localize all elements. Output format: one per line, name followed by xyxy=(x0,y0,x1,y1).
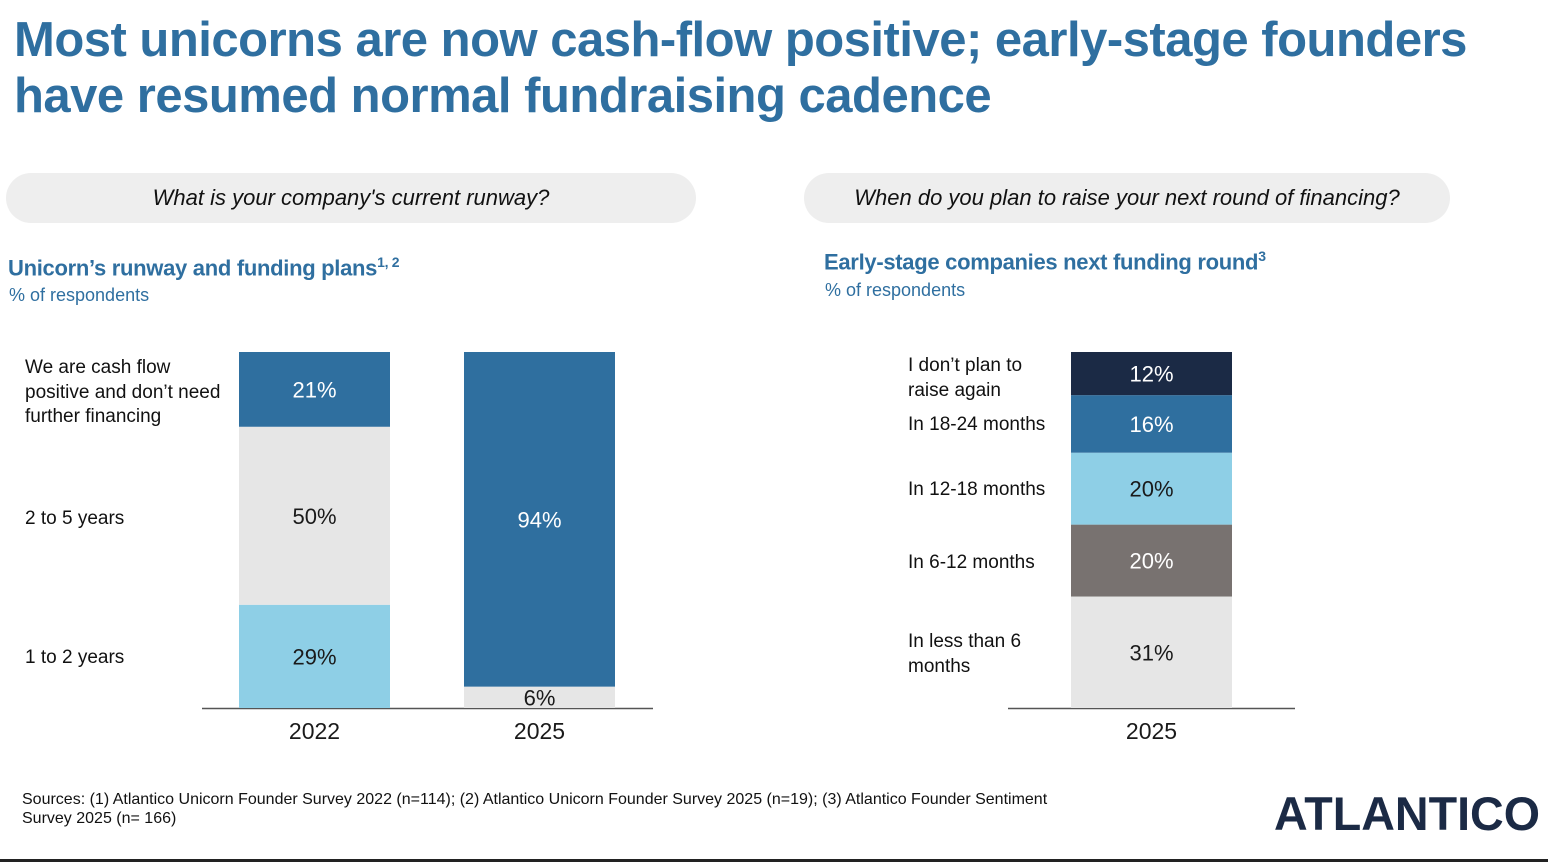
left-label-2022-2-to-5-years: 50% xyxy=(292,504,336,529)
right-bar-2025-in-18-24-months xyxy=(1071,395,1232,453)
sources-note: Sources: (1) Atlantico Unicorn Founder S… xyxy=(22,791,1048,827)
right-bar-2025-in-6-12-months xyxy=(1071,524,1232,597)
left-subtitle-text: Unicorn’s runway and funding plans xyxy=(8,255,378,281)
left-bar-2022-we-are-cash-flow-positive-and-don-t-need-further-financing xyxy=(239,352,390,427)
right-category-6-12-months: In 6-12 months xyxy=(908,552,1035,573)
left-chart-subtitle: Unicorn’s runway and funding plans1, 2 xyxy=(8,254,400,281)
right-category-no-plan: I don’t plan to raise again xyxy=(908,355,1023,401)
left-question-text: What is your company's current runway? xyxy=(152,185,550,210)
left-label-2022-we-are-cash-flow-positive-and-don-t-need-further-financing: 21% xyxy=(292,377,336,402)
right-question: When do you plan to raise your next roun… xyxy=(804,173,1450,223)
left-category-cash-flow-positive: We are cash flow positive and don’t need… xyxy=(25,357,221,427)
left-label-2022-1-to-2-years: 29% xyxy=(292,644,336,669)
right-category-less-than-6-months: In less than 6 months xyxy=(908,631,1022,677)
atlantico-logo: ATLANTICO xyxy=(1274,787,1544,840)
right-bar-2025-in-less-than-6-months xyxy=(1071,596,1232,708)
right-bar-2025-in-12-18-months xyxy=(1071,452,1232,525)
right-label-2025-in-18-24-months: 16% xyxy=(1129,412,1173,437)
left-category-1-to-2-years: 1 to 2 years xyxy=(25,647,125,668)
right-label-2025-in-12-18-months: 20% xyxy=(1129,477,1173,502)
right-bar-2025-i-don-t-plan-to-raise-again xyxy=(1071,352,1232,396)
logo-wordmark: ATLANTICO xyxy=(1274,788,1540,840)
left-bar-2025-2-to-5-years xyxy=(464,686,615,708)
left-label-2025-2-to-5-years: 6% xyxy=(524,685,556,710)
bottom-rule xyxy=(0,859,1548,862)
left-chart-unit: % of respondents xyxy=(9,285,150,305)
right-label-2025-in-less-than-6-months: 31% xyxy=(1129,640,1173,665)
right-subtitle-text: Early-stage companies next funding round xyxy=(824,249,1259,275)
left-tick-2022: 2022 xyxy=(289,718,340,744)
page-title: Most unicorns are now cash-flow positive… xyxy=(14,13,1467,123)
left-category-2-to-5-years: 2 to 5 years xyxy=(25,508,125,529)
right-category-18-24-months: In 18-24 months xyxy=(908,414,1046,435)
right-label-2025-i-don-t-plan-to-raise-again: 12% xyxy=(1129,362,1173,387)
left-subtitle-footnote: 1, 2 xyxy=(377,254,400,270)
right-tick-2025: 2025 xyxy=(1126,718,1177,744)
left-question: What is your company's current runway? xyxy=(6,173,696,223)
left-bar-2022-1-to-2-years xyxy=(239,604,390,708)
left-tick-2025: 2025 xyxy=(514,718,565,744)
left-bar-2025-we-are-cash-flow-positive-and-don-t-need-further-financing xyxy=(464,352,615,687)
left-label-2025-we-are-cash-flow-positive-and-don-t-need-further-financing: 94% xyxy=(517,507,561,532)
right-question-text: When do you plan to raise your next roun… xyxy=(854,185,1400,210)
right-label-2025-in-6-12-months: 20% xyxy=(1129,549,1173,574)
right-subtitle-footnote: 3 xyxy=(1258,248,1266,264)
right-chart-subtitle: Early-stage companies next funding round… xyxy=(824,248,1266,275)
right-chart-unit: % of respondents xyxy=(825,280,966,300)
left-bar-2022-2-to-5-years xyxy=(239,426,390,605)
right-category-12-18-months: In 12-18 months xyxy=(908,479,1046,500)
